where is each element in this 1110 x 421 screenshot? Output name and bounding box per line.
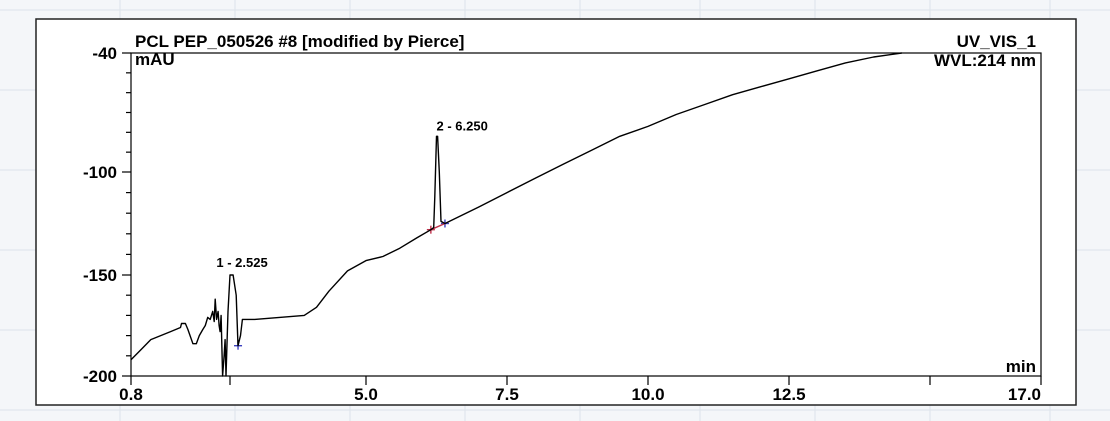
x-tick-label: 0.8 xyxy=(119,385,143,404)
x-tick-label: 12.5 xyxy=(772,385,805,404)
chromatogram-trace xyxy=(130,52,902,377)
peak-labels: 1 - 2.525 2 - 6.250 xyxy=(216,118,487,270)
y-tick-label: -150 xyxy=(83,266,117,285)
plot-area xyxy=(130,52,1042,377)
peak-label: 1 - 2.525 xyxy=(216,255,267,270)
y-axis-unit: mAU xyxy=(135,50,175,69)
peak-label: 2 - 6.250 xyxy=(437,118,488,133)
x-tick-label: 10.0 xyxy=(631,385,664,404)
x-tick-label: 17.0 xyxy=(1008,385,1041,404)
y-tick-label: -40 xyxy=(92,44,117,63)
y-tick-label: -100 xyxy=(83,163,117,182)
chart-frame xyxy=(35,18,1077,406)
chart-title: PCL PEP_050526 #8 [modified by Pierce] xyxy=(135,32,464,51)
y-tick-label: -200 xyxy=(83,367,117,386)
channel-label: UV_VIS_1 xyxy=(957,32,1036,51)
x-axis-unit: min xyxy=(1006,357,1036,376)
wavelength-label: WVL:214 nm xyxy=(934,51,1036,70)
x-tick-label: 7.5 xyxy=(495,385,519,404)
x-tick-label: 5.0 xyxy=(354,385,378,404)
